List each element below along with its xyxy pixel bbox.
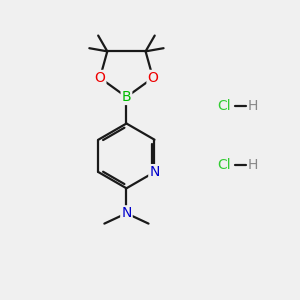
Text: H: H — [248, 99, 258, 113]
Text: Cl: Cl — [217, 99, 230, 113]
Text: Cl: Cl — [217, 158, 230, 172]
Text: H: H — [248, 158, 258, 172]
Text: O: O — [94, 71, 105, 85]
Text: N: N — [149, 165, 160, 179]
Text: B: B — [122, 90, 131, 104]
Text: N: N — [121, 206, 132, 220]
Text: O: O — [148, 71, 158, 85]
